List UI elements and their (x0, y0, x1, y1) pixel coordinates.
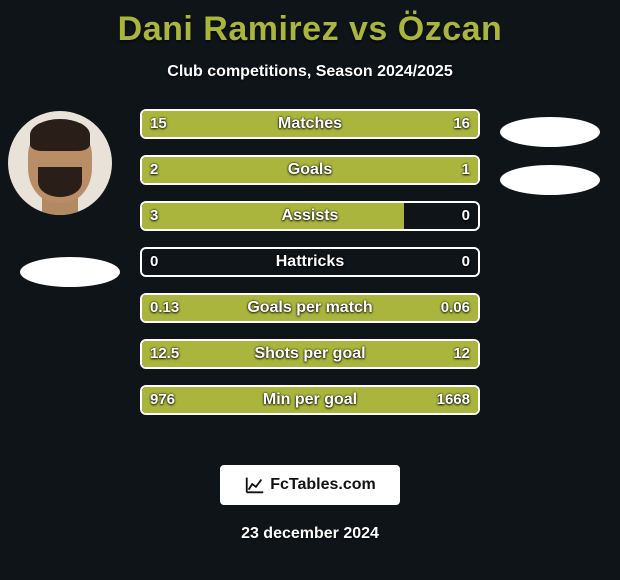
brand-logo: FcTables.com (220, 465, 400, 505)
stat-label: Hattricks (142, 249, 478, 275)
stat-row: 9761668Min per goal (140, 385, 480, 415)
stat-label: Matches (142, 111, 478, 137)
stat-label: Assists (142, 203, 478, 229)
player-left-avatar (8, 111, 112, 215)
stat-row: 30Assists (140, 201, 480, 231)
comparison-bars: 1516Matches 21Goals 30Assists 00Hattricks 0.… (140, 109, 480, 431)
player-left-club-badge (20, 257, 120, 287)
stat-label: Goals (142, 157, 478, 183)
player-right-club-badge (500, 165, 600, 195)
brand-text: FcTables.com (270, 476, 376, 494)
page-subtitle: Club competitions, Season 2024/2025 (0, 63, 620, 81)
stat-label: Shots per goal (142, 341, 478, 367)
player-right-avatar (500, 117, 600, 147)
stat-row: 00Hattricks (140, 247, 480, 277)
stat-row: 21Goals (140, 155, 480, 185)
stat-label: Goals per match (142, 295, 478, 321)
stat-row: 12.512Shots per goal (140, 339, 480, 369)
footer-date: 23 december 2024 (0, 525, 620, 543)
stat-row: 1516Matches (140, 109, 480, 139)
stat-row: 0.130.06Goals per match (140, 293, 480, 323)
page-title: Dani Ramirez vs Özcan (0, 0, 620, 49)
stat-label: Min per goal (142, 387, 478, 413)
chart-icon (244, 474, 266, 496)
comparison-area: 1516Matches 21Goals 30Assists 00Hattricks 0.… (0, 109, 620, 449)
